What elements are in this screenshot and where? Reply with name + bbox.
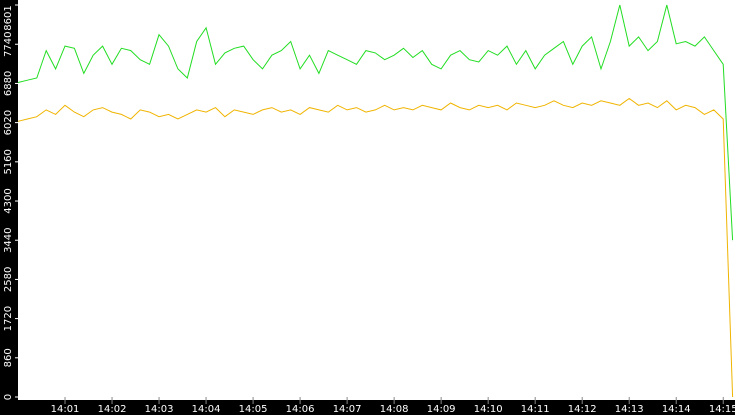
x-tick-label: 14:03: [145, 404, 174, 415]
x-tick-label: 14:05: [239, 404, 268, 415]
y-tick-label: 0: [3, 394, 14, 400]
x-tick-label: 14:13: [615, 404, 644, 415]
y-tick-label: 2580: [3, 267, 14, 292]
y-tick-label: 860: [3, 348, 14, 367]
y-tick-label: 6020: [3, 110, 14, 135]
series-line: [17, 97, 734, 398]
x-tick-label: 14:15: [709, 404, 735, 415]
x-tick-label: 14:04: [192, 404, 221, 415]
series-line: [17, 4, 734, 241]
y-tick-label: 4300: [3, 188, 14, 213]
x-tick-label: 14:01: [51, 404, 80, 415]
y-tick-label: 5160: [3, 149, 14, 174]
x-tick-label: 14:11: [521, 404, 550, 415]
x-tick-label: 14:10: [474, 404, 503, 415]
y-tick-label: 3440: [3, 227, 14, 252]
x-tick-label: 14:02: [98, 404, 127, 415]
y-tick-label: 6880: [3, 71, 14, 96]
x-tick-label: 14:06: [286, 404, 315, 415]
x-tick-label: 14:14: [662, 404, 691, 415]
x-tick-label: 14:08: [380, 404, 409, 415]
y-tick-label: 1720: [3, 306, 14, 331]
x-tick-label: 14:07: [333, 404, 362, 415]
x-tick-label: 14:09: [427, 404, 456, 415]
x-tick-label: 14:12: [568, 404, 597, 415]
plot-area: [18, 0, 735, 400]
y-tick-label: 8601: [3, 5, 14, 30]
y-tick-label: 7740: [3, 32, 14, 57]
